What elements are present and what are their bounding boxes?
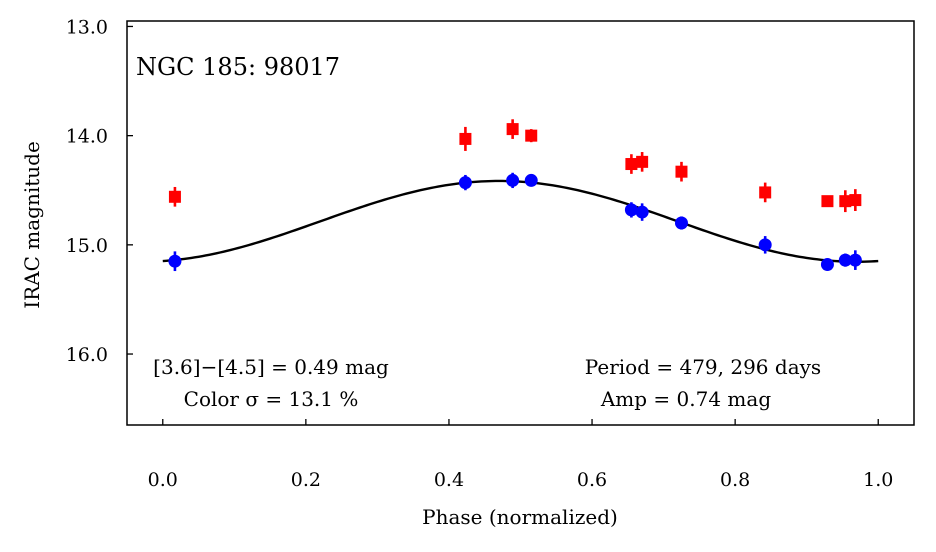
x-tick-label: 0.0 [148, 469, 178, 491]
data-point-square [168, 190, 181, 203]
data-point-circle [624, 203, 638, 217]
y-axis-label: IRAC magnitude [20, 141, 44, 309]
marks-layer [162, 119, 879, 272]
ticks-layer: 0.0 0.2 0.4 0.6 0.8 1.0 13.0 14.0 15.0 16.0 [66, 16, 894, 491]
data-point-circle [674, 216, 688, 230]
model-fit-curve [162, 179, 879, 263]
data-point-square [506, 123, 519, 136]
y-tick-label: 16.0 [66, 344, 108, 366]
period-annotation: Period = 479, 296 days [585, 355, 821, 379]
plot-frame [126, 20, 915, 426]
series-red-squares [168, 119, 862, 213]
data-point-circle [848, 253, 862, 267]
data-point-square [625, 158, 638, 171]
data-point-square [821, 195, 834, 208]
data-point-square [759, 186, 772, 199]
data-point-circle [820, 257, 834, 271]
data-point-circle [168, 254, 182, 268]
color-annotation-line1: [3.6]−[4.5] = 0.49 mag [153, 355, 389, 379]
x-tick-label: 0.4 [434, 469, 464, 491]
series-blue-circles [168, 172, 862, 272]
y-tick-label: 15.0 [66, 235, 108, 257]
y-tick-label: 14.0 [66, 126, 108, 148]
data-point-circle [635, 205, 649, 219]
data-point-square [675, 165, 688, 178]
x-tick-label: 0.8 [720, 469, 750, 491]
data-point-circle [758, 238, 772, 252]
data-point-square [839, 195, 852, 208]
chart-title: NGC 185: 98017 [136, 53, 340, 81]
data-point-square [849, 194, 862, 207]
axes-layer [126, 20, 915, 426]
y-tick-label: 13.0 [66, 16, 108, 38]
data-point-square [525, 129, 538, 142]
x-tick-label: 1.0 [863, 469, 893, 491]
data-point-circle [524, 173, 538, 187]
data-point-circle [838, 253, 852, 267]
data-point-circle [506, 173, 520, 187]
data-point-square [459, 132, 472, 145]
x-tick-label: 0.2 [291, 469, 321, 491]
amplitude-annotation: Amp = 0.74 mag [600, 387, 771, 411]
x-axis-label: Phase (normalized) [422, 505, 618, 529]
x-tick-label: 0.6 [577, 469, 607, 491]
data-point-circle [458, 176, 472, 190]
color-annotation-line2: Color σ = 13.1 % [184, 387, 359, 411]
data-point-square [636, 155, 649, 168]
